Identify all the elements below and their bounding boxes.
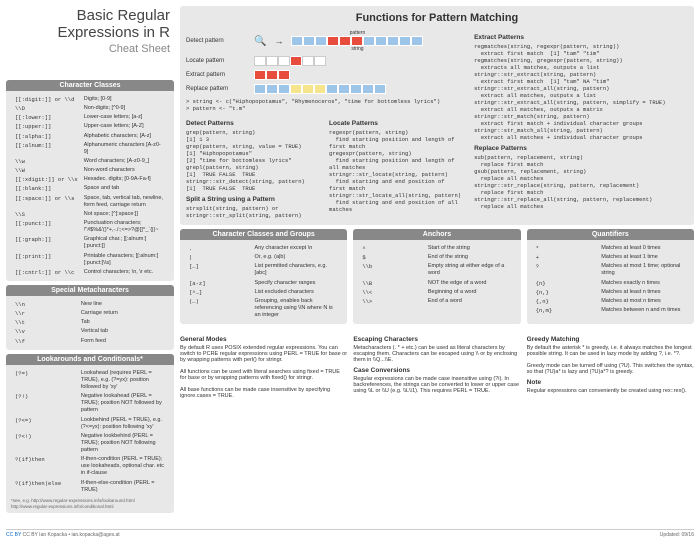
anchors-panel: Anchors ^Start of the string$End of the … bbox=[353, 229, 520, 324]
lookarounds-note: *see, e.g. http://www.regular-expression… bbox=[11, 498, 169, 510]
left-column: Character Classes [[:digit:]] or \\dDigi… bbox=[6, 80, 174, 517]
panel-header: Lookarounds and Conditionals* bbox=[6, 354, 174, 365]
page-subtitle: Cheat Sheet bbox=[10, 43, 170, 55]
lookarounds-panel: Lookarounds and Conditionals* (?=)Lookah… bbox=[6, 354, 174, 513]
locate-diagram: Locate pattern bbox=[186, 56, 464, 66]
ccg-panel: Character Classes and Groups .Any charac… bbox=[180, 229, 347, 324]
panel-header: Special Metacharacters bbox=[6, 285, 174, 296]
page-title: Basic Regular Expressions in R bbox=[10, 8, 170, 41]
functions-panel: Functions for Pattern Matching Detect pa… bbox=[180, 6, 694, 225]
right-area: Functions for Pattern Matching Detect pa… bbox=[180, 6, 694, 403]
extract-code: regmatches(string, regexpr(pattern, stri… bbox=[474, 43, 688, 141]
detect-diagram: Detect pattern 🔍 → pattern string bbox=[186, 30, 464, 52]
extract-hdr: Extract Patterns bbox=[474, 34, 688, 41]
code-example: > string <- c("Hiphopopotamus", "Rhymeno… bbox=[186, 98, 464, 112]
cc-by-link[interactable]: CC BY bbox=[6, 532, 21, 538]
split-hdr: Split a String using a Pattern bbox=[186, 196, 321, 203]
replace-diagram: Replace pattern bbox=[186, 84, 464, 94]
locate-code: regexpr(pattern, string) find starting p… bbox=[329, 129, 464, 213]
replace-hdr: Replace Patterns bbox=[474, 145, 688, 152]
meta-chars-panel: Special Metacharacters \\nNew line\\rCar… bbox=[6, 285, 174, 350]
panel-header: Character Classes bbox=[6, 80, 174, 91]
magnify-icon: 🔍 bbox=[254, 36, 266, 47]
extract-diagram: Extract pattern bbox=[186, 70, 464, 80]
lookarounds-table: (?=)Lookahead (requires PERL = TRUE), e.… bbox=[11, 368, 169, 496]
char-classes-table: [[:digit:]] or \\dDigits; [0-9]\\DNon-di… bbox=[11, 94, 169, 278]
detect-hdr: Detect Patterns bbox=[186, 120, 321, 127]
footer: CC BY CC BY Ian Kopacka • ian.kopacka@ag… bbox=[6, 529, 694, 538]
quant-panel: Quantifiers *Matches at least 0 times+Ma… bbox=[527, 229, 694, 324]
locate-hdr: Locate Patterns bbox=[329, 120, 464, 127]
split-code: strsplit(string, pattern) or stringr::st… bbox=[186, 205, 321, 219]
meta-chars-table: \\nNew line\\rCarriage return\\tTab\\vVe… bbox=[11, 299, 169, 347]
detect-code: grep(pattern, string) [1] 1 3 grep(patte… bbox=[186, 129, 321, 192]
replace-code: sub(pattern, replacement, string) replac… bbox=[474, 154, 688, 210]
char-classes-panel: Character Classes [[:digit:]] or \\dDigi… bbox=[6, 80, 174, 281]
title-area: Basic Regular Expressions in R Cheat She… bbox=[10, 8, 170, 55]
main-header: Functions for Pattern Matching bbox=[186, 12, 688, 24]
